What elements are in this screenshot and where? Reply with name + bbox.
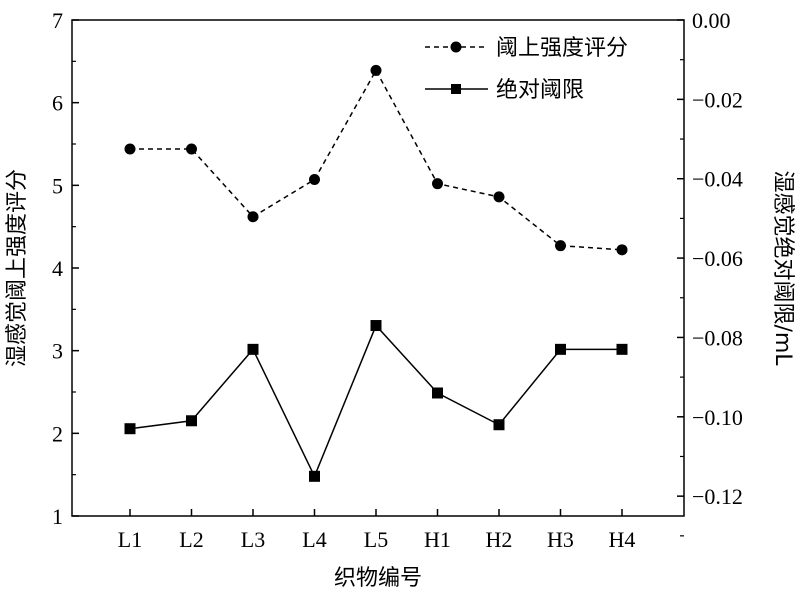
x-tick-label: H1: [424, 527, 451, 552]
legend: 阈上强度评分 绝对阈限: [425, 36, 628, 103]
legend-label-threshold: 绝对阈限: [496, 78, 584, 103]
data-point-circle: [370, 64, 382, 76]
x-tick-label: H4: [609, 527, 636, 552]
data-point-circle: [186, 143, 197, 155]
right-y-axis: 0.00 −0.02 −0.04 −0.06 −0.08 −0.10 −0.12: [677, 8, 743, 537]
data-point-circle: [124, 143, 136, 155]
data-point-square: [124, 423, 136, 435]
x-tick-label: L1: [118, 527, 142, 552]
data-point-circle: [432, 178, 443, 190]
left-tick-label: 7: [52, 8, 63, 33]
right-tick-label: −0.10: [692, 405, 743, 430]
legend-item-intensity: 阈上强度评分: [425, 36, 628, 61]
data-point-square: [555, 343, 566, 355]
data-point-circle: [309, 174, 320, 186]
right-tick-label: −0.08: [692, 325, 743, 350]
x-tick-label: H2: [486, 527, 513, 552]
legend-label-intensity: 阈上强度评分: [496, 36, 628, 61]
data-point-square: [432, 387, 443, 399]
left-y-axis: 1 2 3 4 5 6 7: [52, 8, 79, 529]
series-layer: [124, 64, 628, 482]
left-tick-label: 4: [52, 256, 63, 281]
data-point-square: [186, 415, 197, 427]
right-tick-label: −0.06: [692, 246, 743, 271]
right-tick-label: −0.02: [692, 87, 743, 112]
data-point-square: [247, 343, 259, 355]
series-line-1: [130, 68, 623, 251]
left-tick-label: 5: [52, 173, 63, 198]
data-point-square: [616, 343, 628, 355]
x-tick-label: L3: [241, 527, 265, 552]
legend-item-threshold: 绝对阈限: [425, 78, 584, 103]
legend-square-marker: [451, 84, 461, 94]
data-point-square: [309, 470, 320, 482]
data-point-circle: [616, 244, 628, 256]
x-tick-label: L2: [179, 527, 203, 552]
data-point-circle: [555, 240, 566, 252]
data-point-square: [370, 320, 382, 332]
right-y-axis-title: 湿感觉绝对阈限/mL: [770, 170, 795, 366]
x-tick-label: L4: [302, 527, 326, 552]
left-y-axis-title: 湿感觉阈上强度评分: [5, 169, 30, 367]
right-tick-label: 0.00: [692, 8, 731, 33]
data-point-square: [493, 419, 505, 431]
right-tick-label: −0.12: [692, 484, 743, 509]
legend-circle-marker: [450, 41, 462, 53]
left-tick-label: 6: [52, 91, 63, 116]
x-axis-title: 织物编号: [334, 566, 422, 591]
data-point-circle: [247, 211, 259, 223]
series-line-2: [129, 324, 622, 479]
x-tick-label: L5: [364, 527, 388, 552]
plot-frame: [71, 19, 685, 517]
right-tick-label: −0.04: [692, 167, 743, 192]
left-tick-label: 2: [52, 421, 63, 446]
data-point-circle: [493, 191, 505, 203]
left-tick-label: 3: [52, 339, 63, 364]
left-tick-label: 1: [52, 504, 63, 529]
x-tick-label: H3: [547, 527, 574, 552]
x-axis: L1 L2 L3 L4 L5 H1 H2 H3 H4: [118, 509, 636, 552]
